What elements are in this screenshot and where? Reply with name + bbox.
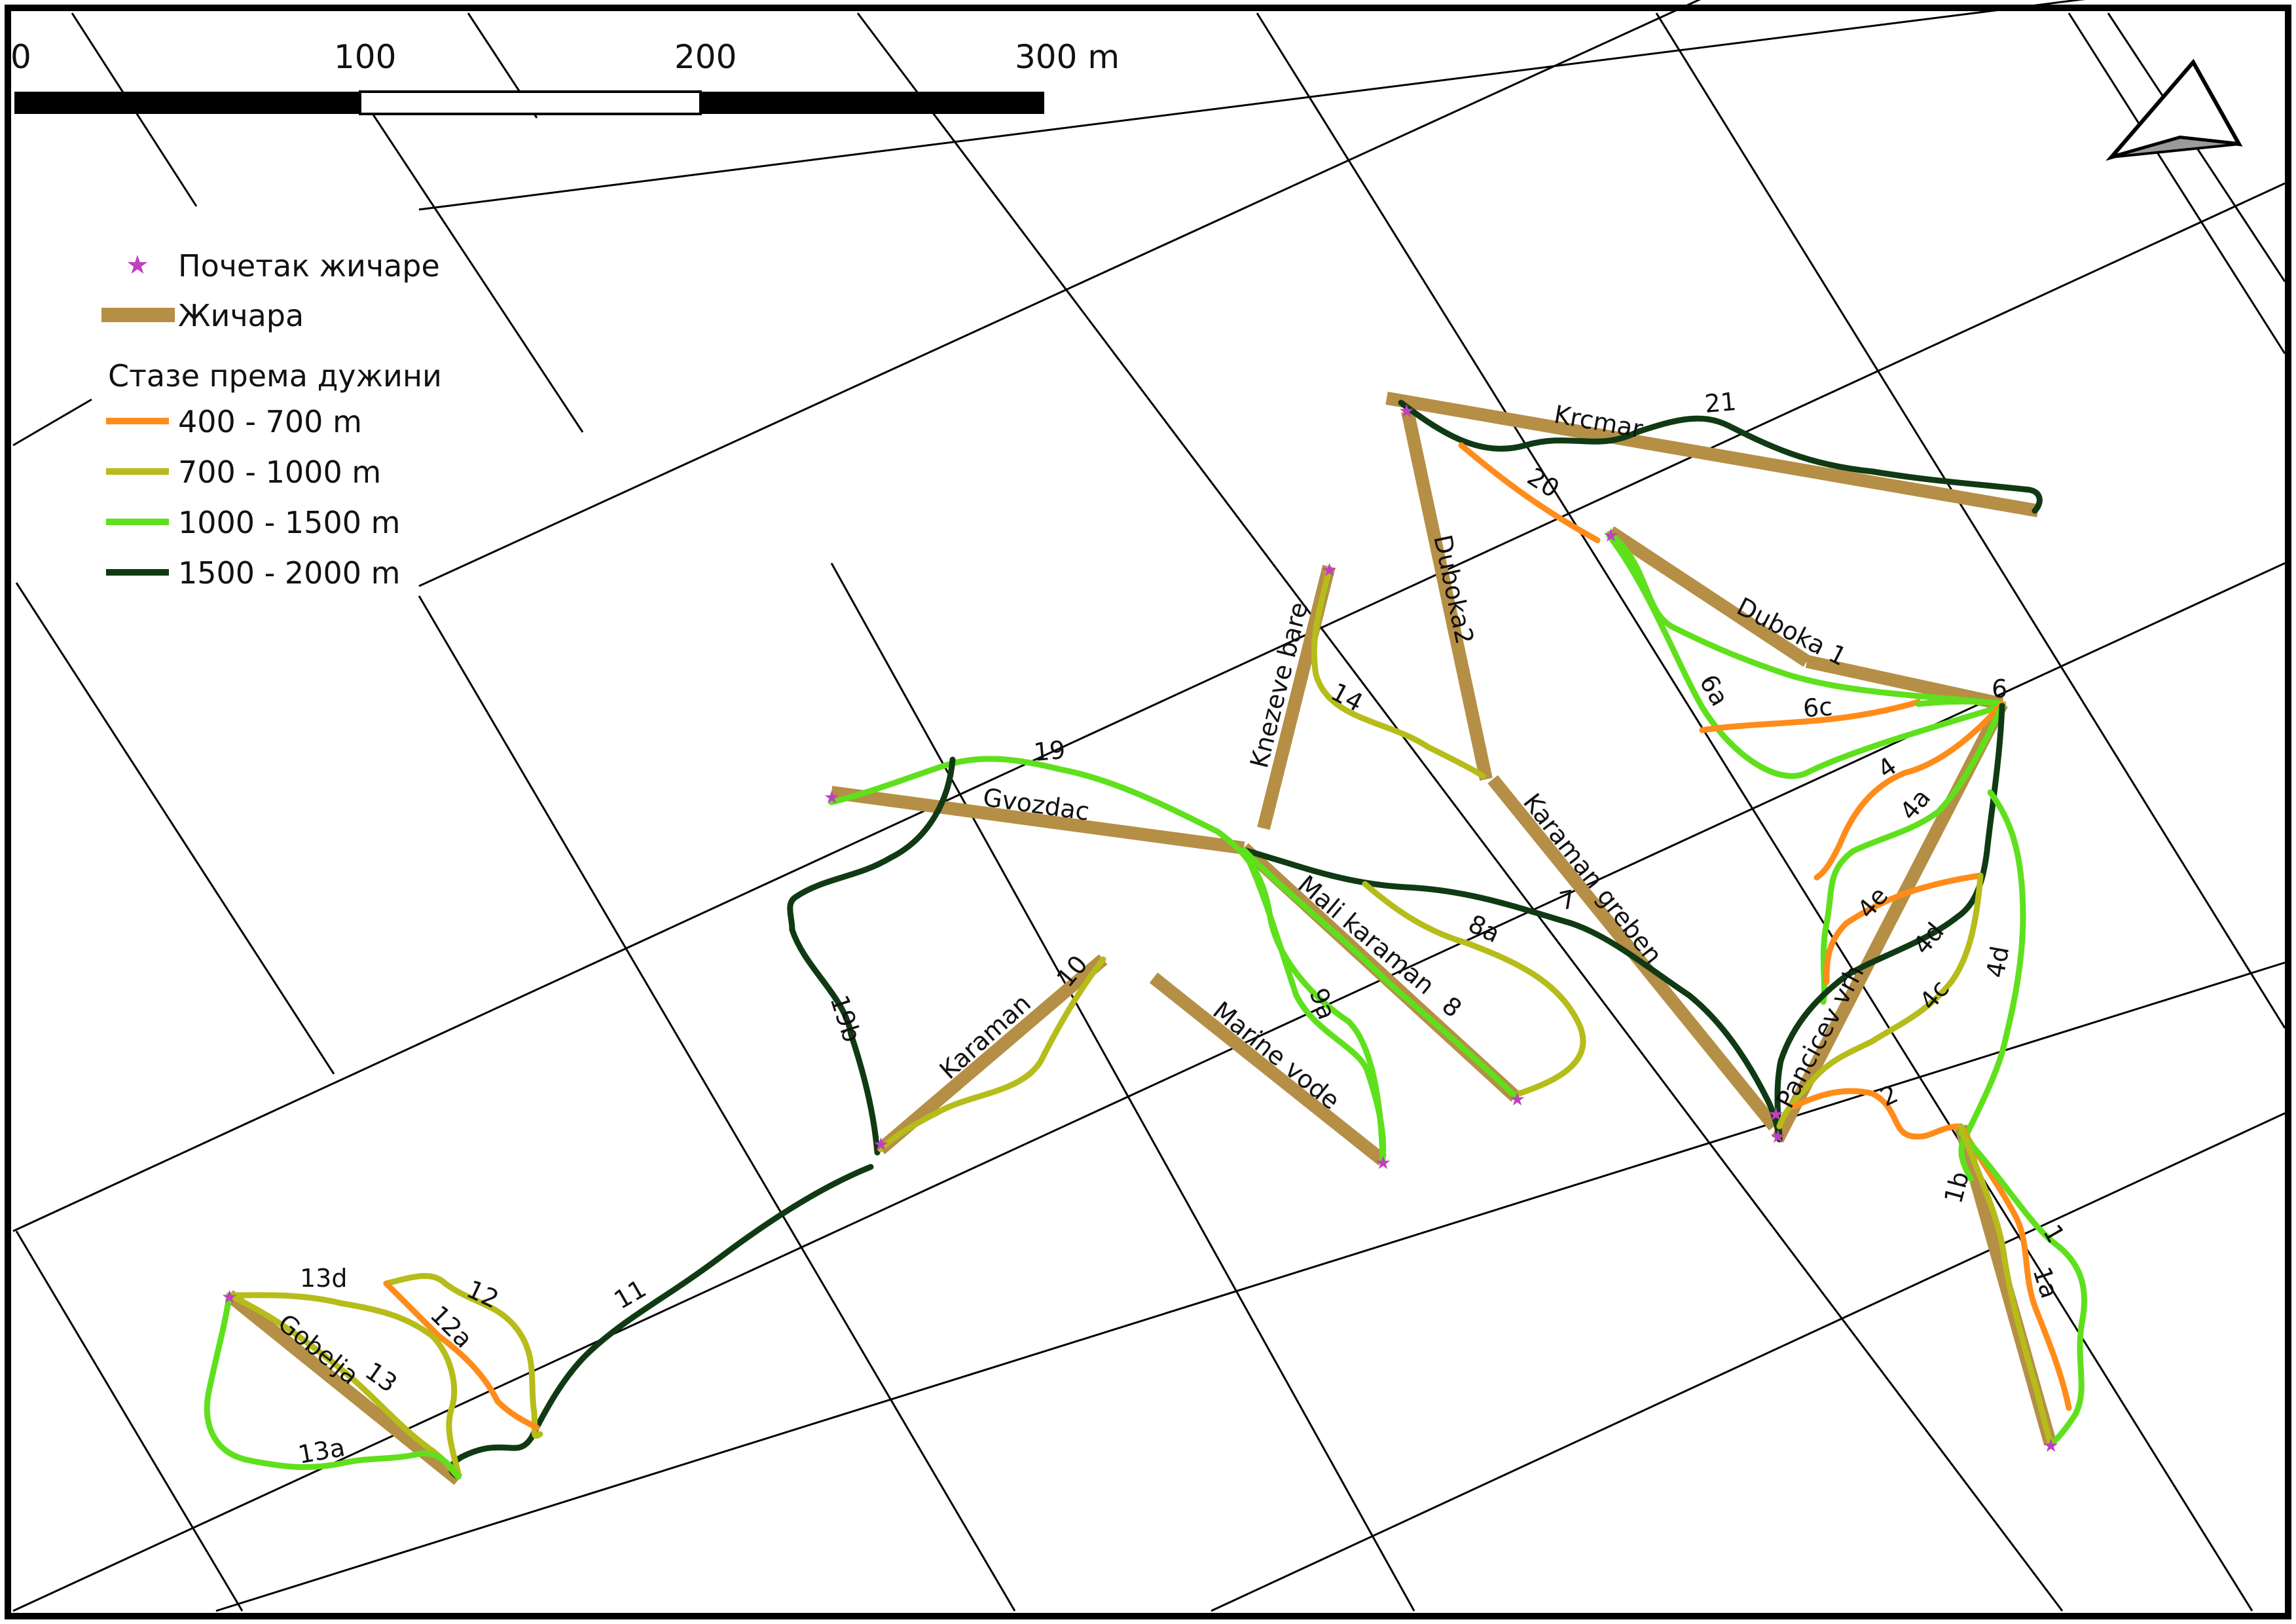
lift-duboka2 (1401, 409, 1493, 781)
legend-class-700-1000: 700 - 1000 m (178, 454, 381, 490)
grid-line (418, 0, 2086, 211)
legend-lift-swatch (101, 308, 175, 322)
route-12a (383, 1280, 540, 1431)
route-6 (1915, 698, 2007, 707)
route-label-19: 19 (1032, 735, 1066, 767)
grid-line (365, 104, 584, 433)
scale-segment-2 (359, 90, 702, 115)
north-arrow-icon (2105, 58, 2243, 161)
frame-border (5, 5, 2291, 1619)
route-6a-loop (1606, 532, 2007, 779)
scale-segment-1 (14, 92, 360, 114)
grid-line (856, 12, 2064, 1612)
route-2 (1791, 1088, 1964, 1140)
route-7 (1241, 847, 1783, 1143)
lift-karaman-greben (1487, 775, 1779, 1131)
grid-line (12, 398, 92, 447)
lift-start-star-icon: ★ (1398, 400, 1415, 422)
route-19 (828, 756, 1386, 1164)
legend-star-icon: ★ (126, 250, 149, 280)
route-21 (1398, 399, 2043, 514)
route-label-6: 6 (1992, 674, 2007, 703)
legend-class-1000-1500: 1000 - 1500 m (178, 505, 400, 540)
grid-line (12, 182, 2286, 1232)
grid-line (15, 582, 335, 1075)
lift-start-star-icon: ★ (873, 1134, 889, 1155)
route-8a (1362, 881, 1586, 1097)
scale-label-300: 300 m (1015, 38, 1120, 76)
route-label-6c: 6c (1802, 692, 1834, 723)
lift-start-star-icon: ★ (1603, 525, 1619, 546)
lift-marine-vode (1149, 972, 1387, 1166)
lift-duboka1 (1607, 526, 1811, 667)
north-arrow-shade (2111, 136, 2240, 158)
lift-duboka1-b (1805, 655, 2004, 710)
grid-line (2068, 12, 2286, 354)
grid-line (1211, 1112, 2286, 1612)
lift-start-star-icon: ★ (221, 1286, 238, 1308)
legend-lift-start-label: Почетак жичаре (178, 248, 440, 284)
grid-line (1655, 12, 2286, 1029)
scale-label-200: 200 (674, 38, 737, 76)
route-1 (1958, 1123, 2072, 1411)
route-label-4d: 4d (1981, 944, 2015, 980)
lift-gobelja (225, 1290, 463, 1485)
grid-line (1256, 12, 2253, 1612)
route-4a (1820, 703, 2005, 1005)
route-8 (1241, 847, 1519, 1100)
lift-start-star-icon: ★ (1375, 1152, 1391, 1173)
grid-line (15, 1230, 244, 1612)
route-13d (226, 1292, 462, 1477)
graticule-grid (12, 0, 2286, 1612)
grid-line (215, 961, 2286, 1612)
legend-class-1500-2000: 1500 - 2000 m (178, 555, 400, 591)
legend-class-400-700: 400 - 700 m (178, 404, 362, 439)
route-label-21: 21 (1704, 387, 1738, 418)
route-12 (383, 1273, 543, 1439)
route-13a (204, 1292, 462, 1480)
routes-layer (204, 399, 2088, 1480)
lift-gvozdac (830, 786, 1245, 855)
grid-line (830, 563, 1415, 1612)
route-4e (1823, 872, 1984, 986)
route-14 (1311, 565, 1486, 779)
route-4 (1813, 701, 2005, 881)
route-19b (787, 756, 956, 1156)
route-4d-dark (1774, 703, 2005, 1143)
lift-starts-layer: ★ ★ ★ ★ ★ ★ ★ ★ ★ ★ ★ (221, 400, 2059, 1456)
route-9a (1241, 847, 1387, 1164)
lift-start-star-icon: ★ (824, 786, 840, 808)
lift-karaman (876, 954, 1108, 1154)
legend: ★ Почетак жичаре Жичара Стазе према дужи… (101, 248, 442, 591)
lift-start-star-icon: ★ (2043, 1435, 2059, 1456)
route-1b-loop (1958, 1123, 2054, 1447)
grid-line (418, 0, 1702, 587)
legend-lift-label: Жичара (178, 298, 304, 333)
lift-start-star-icon: ★ (1509, 1088, 1525, 1110)
scale-bar: 0 100 200 300 m (10, 38, 1120, 115)
grid-line (418, 595, 1016, 1612)
route-4c (1776, 872, 1984, 1130)
route-1a (1958, 1130, 2088, 1447)
route-label-13d: 13d (300, 1264, 347, 1293)
scale-segment-3 (701, 92, 1044, 114)
scale-label-0: 0 (10, 38, 31, 76)
lift-start-star-icon: ★ (1321, 559, 1338, 581)
route-10 (877, 956, 1106, 1153)
route-6c (1699, 699, 1922, 733)
route-11 (448, 1164, 874, 1480)
lift-start-star-icon: ★ (1768, 1103, 1784, 1125)
legend-routes-title: Стазе према дужини (108, 358, 442, 394)
map-frame (5, 5, 2291, 1619)
lift-start-star-icon: ★ (1770, 1126, 1786, 1147)
route-20 (1458, 442, 1601, 544)
scale-label-100: 100 (334, 38, 396, 76)
lift-krcmar (1385, 392, 2039, 517)
